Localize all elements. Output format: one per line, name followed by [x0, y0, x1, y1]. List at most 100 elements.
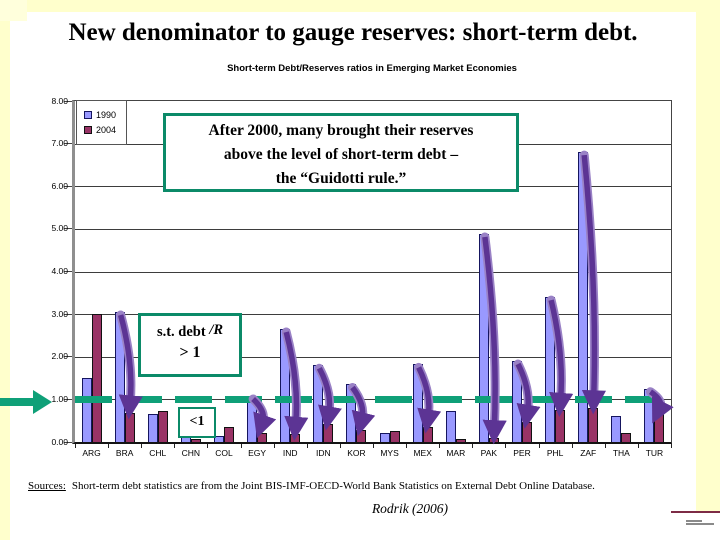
decline-arrow-icon-PAK [482, 236, 507, 445]
x-tick-8 [339, 444, 341, 448]
sources-line: Sources: Short-term debt statistics are f… [28, 480, 690, 492]
bar-2004-ARG [91, 314, 102, 442]
x-axis-label-THA: THA [612, 448, 630, 458]
y-axis-label-0.00: 0.00 [51, 436, 68, 447]
ratio-suffix: /R [209, 322, 224, 338]
bar-1990-CHL [147, 414, 158, 442]
x-axis-label-EGY: EGY [248, 448, 267, 458]
x-tick-4 [207, 444, 209, 448]
ratio-condition: > 1 [179, 344, 201, 361]
x-axis-label-ZAF: ZAF [580, 448, 597, 458]
y-axis-label-6.00: 6.00 [51, 180, 68, 191]
x-tick-2 [141, 444, 143, 448]
decline-arrow-icon-BRA [118, 314, 143, 420]
y-tick-2.00 [64, 356, 72, 358]
x-axis-label-PAK: PAK [480, 448, 498, 458]
x-tick-1 [108, 444, 110, 448]
x-axis-label-MEX: MEX [413, 448, 432, 458]
attribution: Rodrik (2006) [371, 501, 449, 516]
x-axis-label-ARG: ARG [82, 448, 101, 458]
legend-swatch-2004-icon [84, 126, 92, 134]
y-axis-label-2.00: 2.00 [51, 351, 68, 362]
x-tick-7 [306, 444, 308, 448]
x-tick-16 [604, 444, 606, 448]
x-axis-label-MYS: MYS [380, 448, 399, 458]
legend-item-1990: 1990 [84, 110, 126, 120]
y-tick-8.00 [64, 100, 72, 102]
x-tick-15 [571, 444, 573, 448]
bar-2004-COL [224, 427, 234, 442]
x-tick-18 [671, 444, 672, 448]
bar-1990-COL [214, 435, 224, 442]
bar-1990-ARG [81, 378, 92, 442]
sources-label: Sources: [28, 480, 66, 492]
chart-legend: 1990 2004 [76, 100, 127, 145]
y-axis-label-3.00: 3.00 [51, 308, 68, 319]
x-tick-6 [273, 444, 275, 448]
x-tick-12 [472, 444, 474, 448]
footer-patch [696, 513, 720, 540]
decline-arrow-icon-MEX [416, 366, 442, 434]
x-axis-label-PER: PER [513, 448, 531, 458]
decline-arrow-icon-IND [283, 331, 309, 441]
gridline-2 [75, 356, 671, 358]
x-tick-10 [406, 444, 408, 448]
bar-2004-THA [621, 432, 632, 442]
sources-text: Short-term debt statistics are from the … [71, 480, 595, 492]
x-axis-label-CHL: CHL [149, 448, 167, 458]
y-axis-label-8.00: 8.00 [51, 95, 68, 106]
below-one-note: <1 [178, 407, 216, 438]
decline-arrow-icon-EGY [251, 396, 277, 439]
decline-arrow-icon-TUR [648, 389, 674, 424]
x-tick-3 [174, 444, 176, 448]
bar-1990-MYS [379, 433, 390, 442]
x-axis-label-KOR: KOR [347, 448, 366, 458]
legend-item-2004: 2004 [84, 125, 126, 135]
footer-fine-print [686, 519, 716, 526]
y-axis-label-5.00: 5.00 [51, 223, 68, 234]
slide-title: New denominator to gauge reserves: short… [68, 19, 638, 46]
bar-2004-MAR [455, 438, 466, 442]
guidotti-note-line2: above the level of short-term debt – [223, 146, 459, 163]
x-axis-label-PHL: PHL [546, 448, 564, 458]
decline-arrow-icon-ZAF [581, 154, 607, 415]
y-axis-label-4.00: 4.00 [51, 266, 68, 276]
ratio-prefix: s.t. debt [156, 324, 206, 340]
bar-2004-CHN [190, 439, 201, 442]
guidotti-note-line1: After 2000, many brought their reserves [208, 122, 474, 139]
gridline-3 [75, 314, 671, 316]
bar-1990-THA [611, 415, 622, 442]
x-axis-label-IND: IND [282, 448, 298, 458]
y-tick-0.00 [64, 441, 72, 443]
decline-arrow-icon-PER [515, 362, 541, 429]
ratio-note-formula: s.t. debt /R [141, 322, 239, 341]
threshold-arrow-icon [0, 390, 52, 414]
y-tick-4.00 [64, 271, 72, 272]
y-axis-label-1.00: 1.00 [51, 393, 68, 404]
decline-arrow-icon-KOR [350, 385, 376, 437]
y-tick-7.00 [64, 143, 72, 145]
y-tick-5.00 [64, 228, 72, 230]
legend-swatch-1990-icon [84, 111, 92, 119]
x-tick-5 [240, 444, 242, 448]
decline-arrow-icon-IDN [316, 366, 342, 431]
x-axis-label-COL: COL [215, 448, 233, 458]
chart-title: Short-term Debt/Reserves ratios in Emerg… [227, 63, 517, 74]
x-tick-11 [439, 444, 441, 448]
ratio-note: s.t. debt /R > 1 [138, 313, 242, 377]
guidotti-note: After 2000, many brought their reserves … [163, 113, 519, 192]
bar-1990-MAR [445, 411, 456, 442]
x-tick-14 [538, 444, 540, 448]
bar-2004-MYS [389, 430, 400, 442]
guidotti-threshold-line [75, 395, 671, 403]
x-tick-13 [505, 444, 507, 448]
x-tick-17 [637, 444, 639, 448]
x-axis-label-CHN: CHN [181, 448, 201, 458]
x-tick-0 [75, 444, 76, 448]
guidotti-note-line3: the “Guidotti rule.” [275, 170, 407, 187]
y-tick-1.00 [64, 398, 72, 400]
y-axis-label-7.00: 7.00 [51, 138, 68, 149]
decline-arrows [116, 150, 674, 445]
x-axis-label-IDN: IDN [316, 448, 331, 458]
